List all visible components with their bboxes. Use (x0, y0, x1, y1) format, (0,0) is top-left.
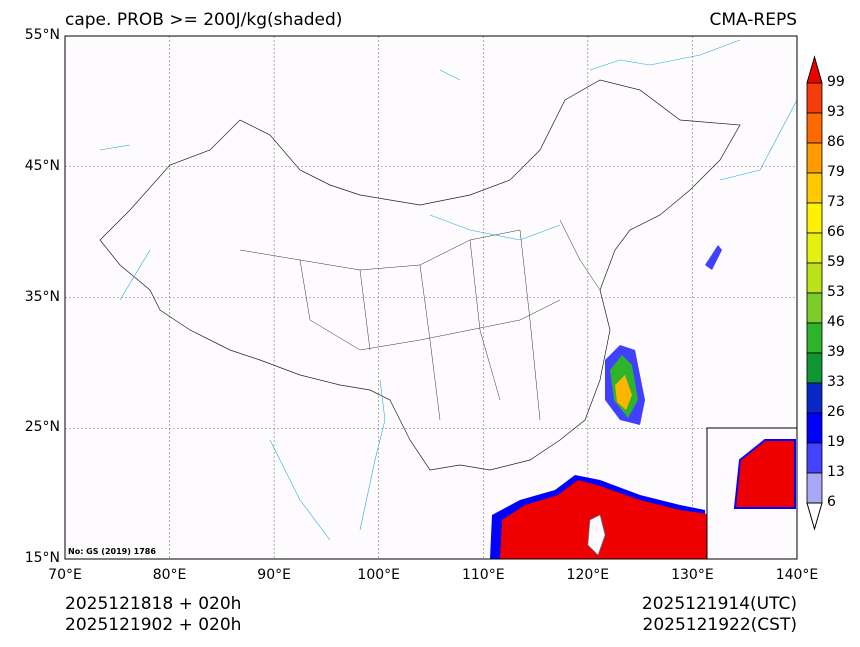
colorbar-segment (806, 82, 823, 114)
colorbar-segment (806, 142, 823, 174)
map-title: cape. PROB >= 200J/kg(shaded) (65, 10, 343, 30)
lat-tick-label: 15°N (24, 550, 60, 566)
colorbar-label: 86 (827, 134, 845, 150)
lon-tick-label: 140°E (775, 567, 819, 583)
colorbar-label: 59 (827, 254, 845, 270)
colorbar-label: 6 (827, 494, 836, 510)
inset-prob-area (733, 439, 796, 509)
prob-area-south-core (500, 480, 707, 559)
colorbar-segment (806, 202, 823, 234)
colorbar-segment (806, 292, 823, 324)
province-lines (239, 219, 601, 421)
model-name: CMA-REPS (709, 10, 797, 30)
lon-tick-label: 120°E (566, 567, 610, 583)
colorbar-segment (806, 472, 823, 504)
prob-area-japan (705, 245, 722, 270)
lat-tick-label: 45°N (24, 157, 60, 174)
prob-area-taiwan-core (615, 375, 632, 410)
lon-tick-label: 110°E (461, 567, 505, 583)
colorbar-label: 13 (827, 464, 845, 480)
valid-time-cst: 2025121922(CST) (642, 615, 797, 635)
colorbar (806, 55, 823, 531)
lon-tick-label: 130°E (671, 567, 714, 583)
colorbar-segment (806, 232, 823, 264)
colorbar-label: 19 (827, 434, 845, 450)
china-border (99, 79, 741, 471)
colorbar-over-triangle (806, 55, 823, 84)
lon-tick-label: 90°E (257, 567, 291, 583)
init-time-cst: 2025121902 + 020h (65, 615, 242, 635)
valid-time-utc: 2025121914(UTC) (641, 594, 797, 614)
map-frame (64, 35, 798, 560)
colorbar-segment (806, 112, 823, 144)
colorbar-label: 93 (827, 104, 845, 120)
colorbar-label: 79 (827, 164, 845, 180)
colorbar-segment (806, 382, 823, 414)
lon-tick-label: 70°E (48, 567, 82, 583)
colorbar-label: 46 (827, 314, 845, 330)
colorbar-segment (806, 262, 823, 294)
colorbar-label: 99 (827, 74, 845, 90)
lat-tick-label: 55°N (24, 27, 60, 43)
colorbar-segment (806, 352, 823, 384)
colorbar-label: 53 (827, 284, 845, 300)
colorbar-under-triangle (806, 502, 823, 531)
colorbar-label: 33 (827, 374, 845, 390)
colorbar-label: 39 (827, 344, 845, 360)
init-time-utc: 2025121818 + 020h (65, 594, 242, 614)
colorbar-segment (806, 322, 823, 354)
gridlines (65, 36, 797, 559)
lat-tick-label: 25°N (24, 419, 60, 436)
colorbar-label: 66 (827, 224, 845, 240)
coastline-rivers (99, 39, 798, 541)
colorbar-label: 73 (827, 194, 845, 210)
lon-tick-label: 100°E (357, 567, 400, 583)
hainan-island (587, 514, 606, 556)
lat-tick-label: 35°N (24, 288, 60, 305)
colorbar-segment (806, 412, 823, 444)
colorbar-segment (806, 172, 823, 204)
colorbar-label: 26 (827, 404, 845, 420)
map-approval-number: No: GS (2019) 1786 (68, 547, 156, 556)
lon-tick-label: 80°E (152, 567, 187, 583)
colorbar-segment (806, 442, 823, 474)
